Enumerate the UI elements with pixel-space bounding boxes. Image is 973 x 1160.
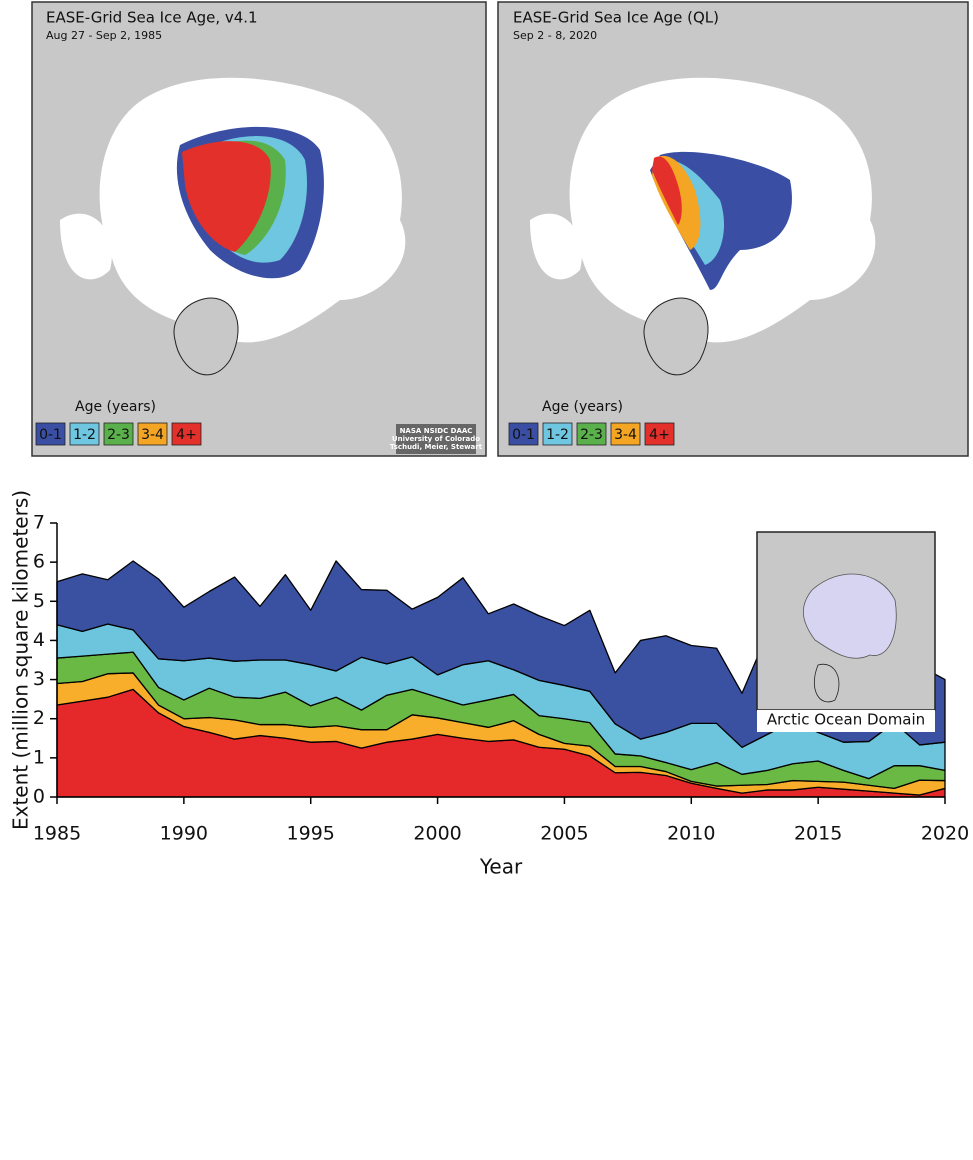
y-tick-label: 3	[33, 668, 45, 690]
x-tick-label: 2015	[794, 823, 842, 845]
y-tick-label: 2	[33, 707, 45, 729]
y-tick-label: 5	[33, 590, 45, 612]
x-tick-label: 2020	[921, 823, 969, 845]
map-subtitle: Aug 27 - Sep 2, 1985	[46, 29, 162, 42]
map-panel: EASE-Grid Sea Ice Age, v4.1 Aug 27 - Sep…	[32, 2, 486, 456]
legend: 0-1 1-2 2-3 3-4 4+	[36, 423, 201, 445]
x-tick-label: 1985	[33, 823, 81, 845]
legend-label: 0-1	[512, 427, 535, 443]
y-tick-label: 0	[33, 786, 45, 808]
legend-label: 1-2	[73, 427, 96, 443]
inset-caption: Arctic Ocean Domain	[767, 711, 925, 729]
y-tick-label: 7	[33, 512, 45, 534]
x-tick-label: 1990	[160, 823, 208, 845]
legend-label: 3-4	[141, 427, 164, 443]
x-tick-label: 2000	[413, 823, 461, 845]
legend-label: 1-2	[546, 427, 569, 443]
legend-title: Age (years)	[75, 399, 156, 415]
y-tick-label: 6	[33, 551, 45, 573]
inset: Arctic Ocean Domain	[757, 532, 935, 732]
page: EASE-Grid Sea Ice Age, v4.1 Aug 27 - Sep…	[0, 0, 973, 1160]
map-title: EASE-Grid Sea Ice Age, v4.1	[46, 9, 258, 27]
legend: 0-1 1-2 2-3 3-4 4+	[509, 423, 674, 445]
y-axis-label: Extent (million square kilometers)	[9, 490, 33, 830]
y-tick-label: 4	[33, 629, 45, 651]
credit: University of Colorado	[392, 435, 480, 443]
legend-label: 4+	[176, 427, 197, 443]
map-title: EASE-Grid Sea Ice Age (QL)	[513, 9, 719, 27]
credit: Tschudi, Meier, Stewart	[390, 443, 483, 451]
map-subtitle: Sep 2 - 8, 2020	[513, 29, 597, 42]
legend-label: 3-4	[614, 427, 637, 443]
legend-label: 4+	[649, 427, 670, 443]
y-tick-label: 1	[33, 746, 45, 768]
legend-title: Age (years)	[542, 399, 623, 415]
legend-label: 2-3	[107, 427, 130, 443]
x-axis-label: Year	[479, 855, 523, 879]
x-tick-label: 2010	[667, 823, 715, 845]
legend-label: 0-1	[39, 427, 62, 443]
legend-label: 2-3	[580, 427, 603, 443]
x-tick-label: 2005	[540, 823, 588, 845]
map-panel: EASE-Grid Sea Ice Age (QL) Sep 2 - 8, 20…	[498, 2, 968, 456]
x-tick-label: 1995	[287, 823, 335, 845]
credit: NASA NSIDC DAAC	[400, 427, 473, 435]
